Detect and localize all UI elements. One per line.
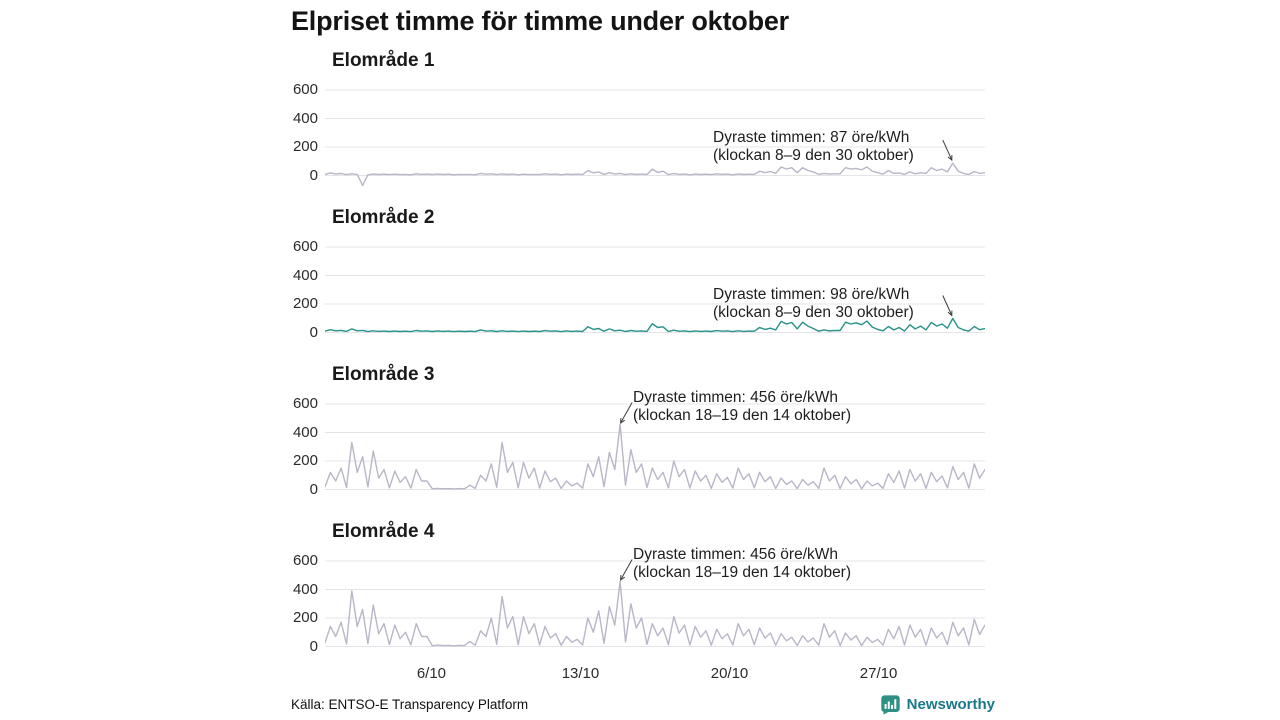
x-axis-label: 27/10 — [859, 665, 898, 682]
line-plot: Dyraste timmen: 87 öre/kWh (klockan 8–9 … — [325, 88, 985, 192]
line-plot: Dyraste timmen: 456 öre/kWh (klockan 18–… — [325, 389, 985, 506]
chart-block-elomrade-1: Elområde 1 600 400 200 0 Dyraste timmen: 87… — [291, 50, 995, 192]
y-axis-label: 600 — [292, 81, 318, 98]
y-axis-label: 600 — [292, 552, 318, 569]
subplot-title: Elområde 2 — [332, 207, 435, 228]
x-axis-label: 6/10 — [416, 665, 447, 682]
annotation-line1: Dyraste timmen: 456 öre/kWh — [633, 546, 839, 563]
y-axis-label: 200 — [292, 609, 318, 626]
annotation-line2: (klockan 18–19 den 14 oktober) — [633, 563, 852, 581]
newsworthy-icon — [880, 694, 901, 715]
newsworthy-wordmark: Newsworthy — [906, 696, 995, 713]
line-plot: Dyraste timmen: 456 öre/kWh (klockan 18–… — [325, 546, 985, 663]
y-axis-label: 400 — [292, 423, 318, 441]
peak-annotation: Dyraste timmen: 87 öre/kWh (klockan 8–9 … — [713, 129, 914, 164]
y-axis-ticks: 600 400 200 0 — [291, 238, 318, 349]
y-axis-label: 400 — [292, 266, 318, 284]
y-axis-label: 600 — [292, 238, 318, 255]
plot-row: 600 400 200 0 Dyraste timmen: 87 öre/kWh (k… — [291, 81, 995, 192]
plot-canvas — [325, 88, 985, 192]
plot-canvas — [325, 402, 985, 506]
y-axis-label: 200 — [292, 138, 318, 155]
y-axis-label: 400 — [292, 580, 318, 598]
y-axis-label: 0 — [309, 166, 318, 184]
chart-block-elomrade-2: Elområde 2 600 400 200 0 Dyraste timmen: 98… — [291, 207, 995, 349]
chart-block-elomrade-3: Elområde 3 600 400 200 0 Dyraste timmen: 45… — [291, 364, 995, 506]
annotation-line1: Dyraste timmen: 87 öre/kWh — [713, 129, 910, 146]
plot-row: 600 400 200 0 Dyraste timmen: 456 öre/kWh (… — [291, 389, 995, 506]
line-chart-svg — [325, 89, 985, 187]
annotation-line1: Dyraste timmen: 456 öre/kWh — [633, 389, 839, 406]
x-axis-label: 13/10 — [561, 665, 600, 682]
annotation-line2: (klockan 8–9 den 30 oktober) — [713, 146, 914, 164]
y-axis-ticks: 600 400 200 0 — [291, 81, 318, 192]
plot-row: 600 400 200 0 Dyraste timmen: 98 öre/kWh (k… — [291, 238, 995, 349]
x-axis-ticks: 6/10 13/10 20/10 27/10 — [291, 665, 995, 685]
peak-annotation: Dyraste timmen: 456 öre/kWh (klockan 18–… — [633, 389, 851, 424]
x-axis-label: 20/10 — [710, 665, 749, 682]
annotation-line2: (klockan 8–9 den 30 oktober) — [713, 303, 914, 321]
chart-block-elomrade-4: Elområde 4 600 400 200 0 Dyraste timmen: 45… — [291, 521, 995, 663]
figure-title: Elpriset timme för timme under oktober — [291, 6, 789, 36]
annotation-line2: (klockan 18–19 den 14 oktober) — [633, 406, 852, 424]
plot-row: 600 400 200 0 Dyraste timmen: 456 öre/kWh (… — [291, 546, 995, 663]
newsworthy-logo: Newsworthy — [880, 694, 995, 715]
line-chart-svg — [325, 246, 985, 333]
subplot-title: Elområde 3 — [332, 364, 435, 385]
y-axis-label: 600 — [292, 395, 318, 412]
subplot-title: Elområde 1 — [332, 50, 435, 71]
plot-canvas — [325, 559, 985, 663]
peak-annotation: Dyraste timmen: 98 öre/kWh (klockan 8–9 … — [713, 286, 914, 321]
line-plot: Dyraste timmen: 98 öre/kWh (klockan 8–9 … — [325, 245, 985, 349]
y-axis-label: 0 — [309, 323, 318, 341]
line-chart-svg — [325, 402, 985, 490]
y-axis-label: 200 — [292, 452, 318, 469]
annotation-line1: Dyraste timmen: 98 öre/kWh — [713, 286, 910, 303]
y-axis-ticks: 600 400 200 0 — [291, 395, 318, 506]
subplot-title: Elområde 4 — [332, 521, 435, 542]
peak-annotation: Dyraste timmen: 456 öre/kWh (klockan 18–… — [633, 546, 851, 581]
y-axis-ticks: 600 400 200 0 — [291, 552, 318, 663]
y-axis-label: 0 — [309, 637, 318, 655]
source-note: Källa: ENTSO-E Transparency Platform — [291, 697, 529, 712]
y-axis-label: 200 — [292, 295, 318, 312]
y-axis-label: 0 — [309, 480, 318, 498]
line-chart-svg — [325, 559, 985, 647]
y-axis-label: 400 — [292, 109, 318, 127]
figure: Elpriset timme för timme under oktober E… — [291, 6, 995, 715]
plot-canvas — [325, 245, 985, 349]
footer: Källa: ENTSO-E Transparency Platform New… — [291, 694, 995, 715]
